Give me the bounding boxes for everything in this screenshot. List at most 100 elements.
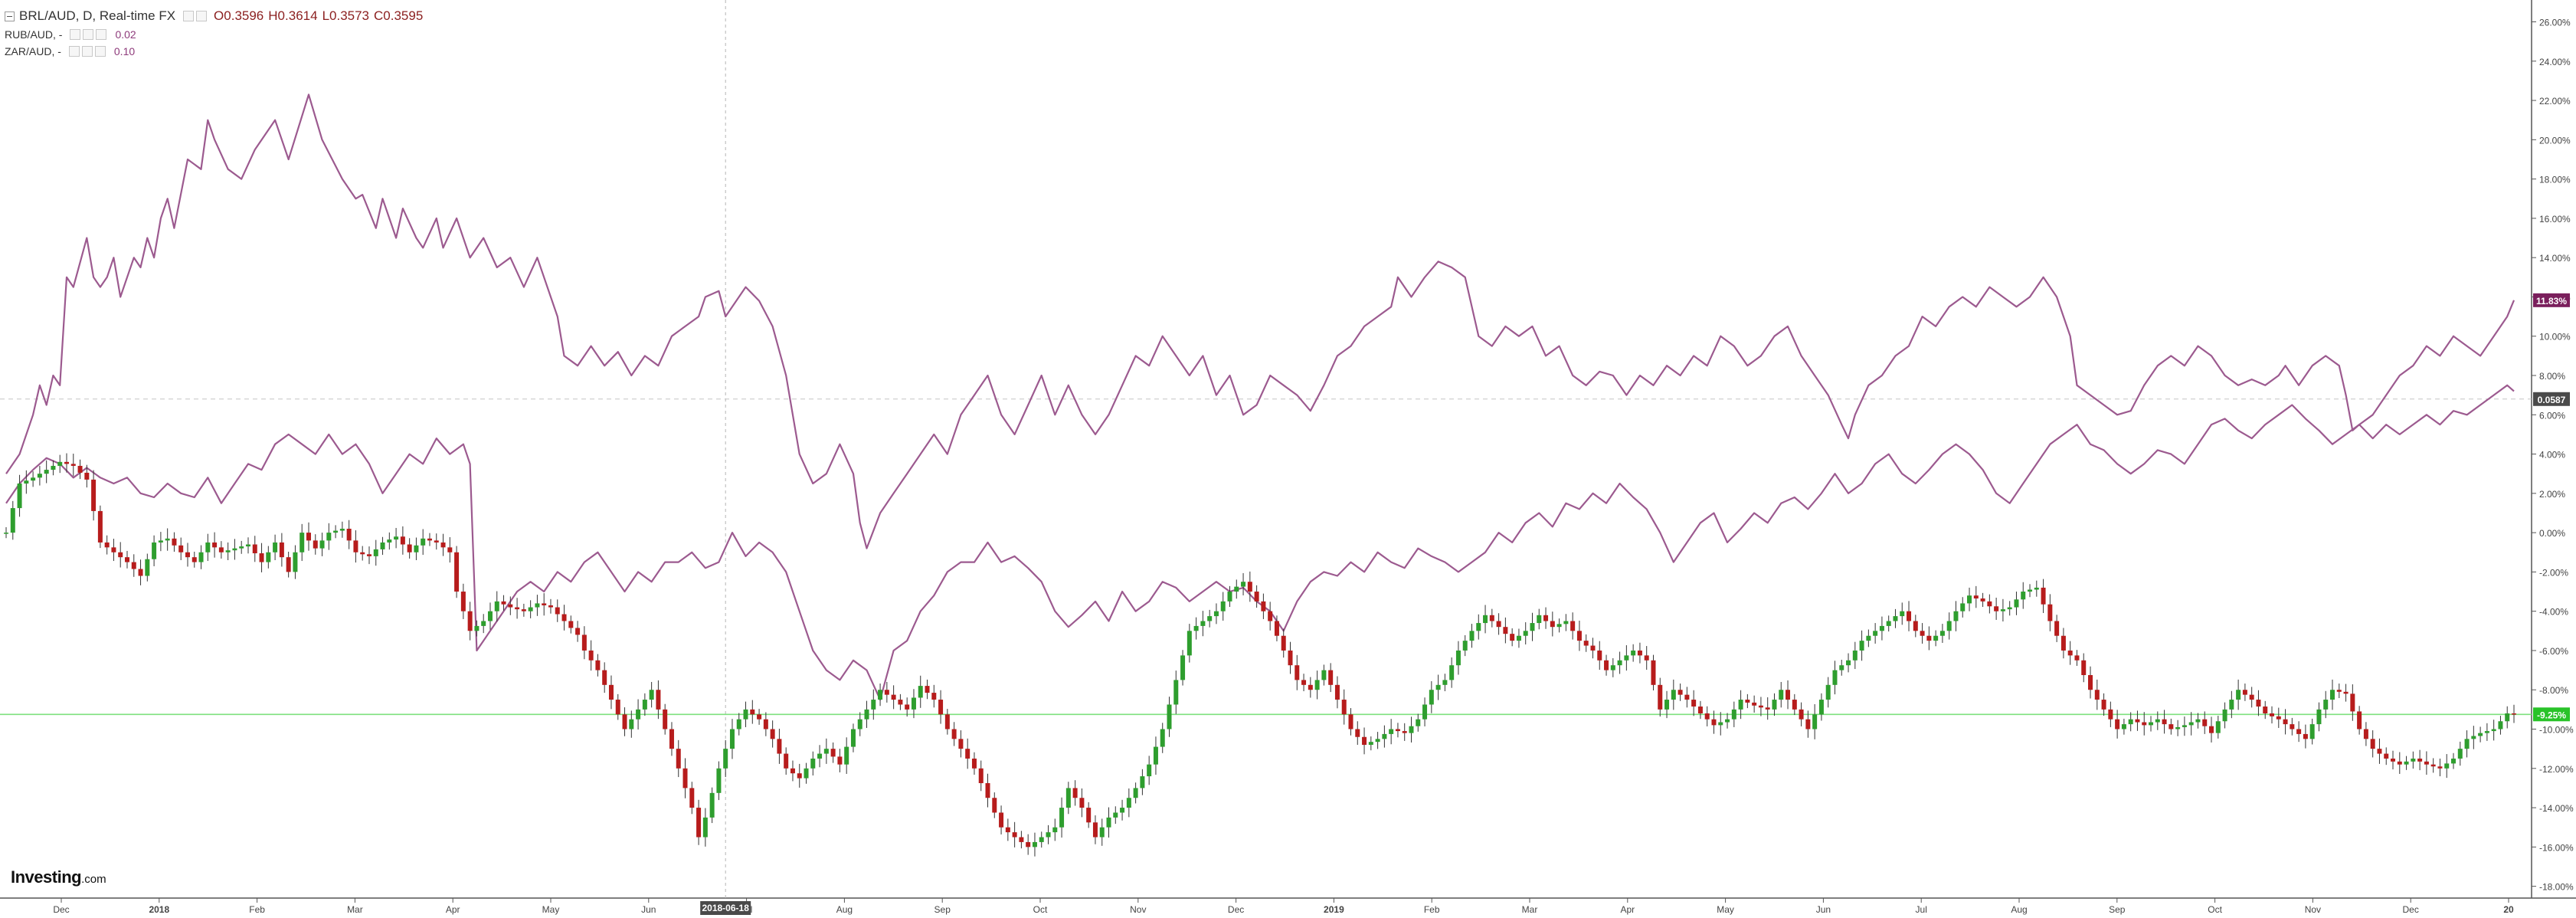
candle-body <box>2115 719 2120 729</box>
candle-body <box>1422 704 1428 720</box>
y-tick-label: -4.00% <box>2539 607 2568 618</box>
candle-body <box>2424 761 2429 765</box>
candle-body <box>10 508 15 533</box>
candle-body <box>1288 650 1293 666</box>
candle-body <box>750 709 755 715</box>
series-line <box>5 93 2515 549</box>
candle-body <box>1247 582 1252 592</box>
candle-body <box>1980 598 1985 602</box>
candle-body <box>1637 650 1642 656</box>
candle-body <box>2323 700 2329 710</box>
legend-main-row[interactable]: BRL/AUD, D, Real-time FX O0.3596 H0.3614… <box>5 6 423 26</box>
candle-body <box>1382 733 1387 739</box>
candle-body <box>2377 749 2382 754</box>
candle-body <box>1295 665 1300 680</box>
candle-body <box>380 542 385 549</box>
candle-body <box>2236 690 2241 700</box>
candle-body <box>1241 582 1246 587</box>
candle-body <box>709 792 715 818</box>
candle-body <box>1187 631 1192 656</box>
logo-brand: Investing <box>11 867 82 887</box>
candle-body <box>2067 650 2073 656</box>
candle-body <box>1462 641 1468 651</box>
candle-body <box>1556 624 1562 628</box>
eye-icon[interactable] <box>68 46 80 57</box>
candle-body <box>1530 623 1535 631</box>
close-icon[interactable] <box>94 46 106 57</box>
legend-main-symbol[interactable]: BRL/AUD, D, Real-time FX <box>19 8 176 23</box>
candle-body <box>1416 719 1421 726</box>
legend-series-symbol[interactable]: RUB/AUD, - <box>5 28 63 41</box>
candle-body <box>561 614 567 621</box>
candle-body <box>1779 690 1784 700</box>
candle-body <box>299 533 305 552</box>
candle-body <box>353 540 358 552</box>
candle-body <box>810 758 816 769</box>
settings-icon[interactable] <box>83 29 94 40</box>
candle-body <box>414 545 419 552</box>
candle-body <box>2229 700 2234 710</box>
candle-body <box>2175 726 2181 729</box>
candle-body <box>1120 808 1125 813</box>
candle-body <box>985 783 990 798</box>
candle-body <box>2128 719 2133 725</box>
y-tick-label: 22.00% <box>2539 96 2571 107</box>
candle-body <box>2336 690 2342 692</box>
candle-body <box>2081 660 2087 675</box>
candle-body <box>1859 641 1864 651</box>
candle-body <box>542 603 547 605</box>
candle-body <box>515 607 520 610</box>
y-tick-label: -14.00% <box>2539 803 2574 814</box>
candle-body <box>2451 758 2457 764</box>
legend-series-symbol[interactable]: ZAR/AUD, - <box>5 45 61 57</box>
candle-body <box>239 546 244 549</box>
candle-body <box>1590 645 1596 651</box>
candle-body <box>1334 684 1340 700</box>
candle-body <box>434 540 439 543</box>
legend-series-row[interactable]: ZAR/AUD, - 0.10 <box>5 43 423 60</box>
candle-body <box>2149 722 2154 726</box>
candle-body <box>131 562 136 569</box>
candle-body <box>1644 655 1649 661</box>
candle-body <box>649 690 654 700</box>
investing-logo[interactable]: Investing.com <box>11 867 106 887</box>
candle-body <box>615 700 620 715</box>
candle-body <box>1200 621 1206 626</box>
x-tick-label: Jul <box>1916 904 1927 915</box>
candle-body <box>252 544 257 554</box>
candle-body <box>1818 700 1824 715</box>
settings-icon[interactable] <box>196 11 208 21</box>
candle-body <box>1624 655 1629 661</box>
candle-body <box>1455 650 1461 666</box>
candle-body <box>1873 631 1878 636</box>
eye-icon[interactable] <box>183 11 195 21</box>
candle-body <box>1939 631 1945 636</box>
collapse-icon[interactable] <box>5 11 15 21</box>
x-tick-label: Aug <box>2011 904 2027 915</box>
candle-body <box>1933 635 1939 641</box>
candle-body <box>366 554 372 556</box>
candle-body <box>1234 586 1239 592</box>
x-tick-label: May <box>542 904 560 915</box>
candle-body <box>804 768 809 779</box>
x-tick-label: Nov <box>2305 904 2321 915</box>
candle-body <box>1395 729 1400 732</box>
settings-icon[interactable] <box>81 46 93 57</box>
legend-series-value: 0.02 <box>115 28 136 41</box>
candle-body <box>286 557 291 572</box>
close-icon[interactable] <box>96 29 107 40</box>
candle-body <box>1765 707 1770 710</box>
candle-body <box>2391 758 2396 762</box>
candle-body <box>716 768 722 793</box>
candle-body <box>1449 665 1455 680</box>
legend-series-row[interactable]: RUB/AUD, - 0.02 <box>5 26 423 43</box>
candle-body <box>1099 827 1105 838</box>
candle-body <box>481 621 486 626</box>
candle-body <box>575 628 581 635</box>
candle-body <box>1065 788 1071 808</box>
eye-icon[interactable] <box>70 29 81 40</box>
candle-body <box>313 540 318 549</box>
candle-body <box>2471 736 2476 739</box>
candle-body <box>844 746 849 765</box>
